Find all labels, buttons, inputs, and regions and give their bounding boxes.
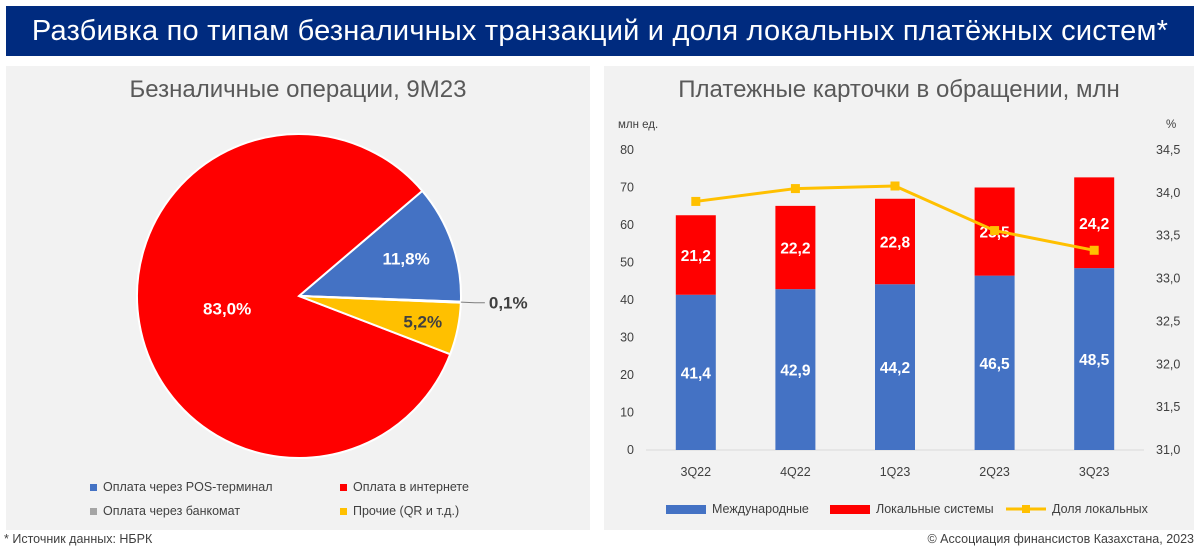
bar-local-1: [775, 205, 816, 290]
y-tick-right-0: 31,0: [1156, 443, 1180, 457]
pie-chart-title: Безналичные операции, 9М23: [129, 76, 467, 103]
bar-local-0: [675, 215, 716, 295]
line-point-0: [691, 196, 701, 206]
pie-slice-0: [296, 189, 462, 303]
pie-label-2: 5,2%: [403, 313, 442, 332]
page-title: Разбивка по типам безналичных транзакций…: [6, 6, 1194, 56]
bar-label-international-1: 42,9: [780, 363, 811, 380]
bar-label-local-1: 22,2: [780, 241, 810, 258]
legend-swatch-local: [830, 504, 870, 514]
y-axis-right-title: %: [1166, 119, 1176, 131]
y-tick-left-6: 60: [620, 218, 634, 232]
bar-chart: млн ед. % 0 10 20 30 40 50 60 70 80 31,0 31,5 32,0 32,…: [618, 119, 1180, 479]
y-tick-right-6: 34,0: [1156, 186, 1180, 200]
legend-label-atm: Оплата через банкомат: [103, 504, 241, 518]
pie-slice-1: [136, 133, 452, 459]
y-axis-left-title: млн ед.: [618, 119, 658, 131]
y-tick-right-2: 32,0: [1156, 357, 1180, 371]
legend-label-pos: Оплата через POS-терминал: [103, 480, 273, 494]
x-tick-3: 2Q23: [979, 465, 1010, 479]
x-tick-2: 1Q23: [880, 465, 911, 479]
source-note: * Источник данных: НБРК: [4, 532, 153, 546]
x-tick-0: 3Q22: [681, 465, 712, 479]
copyright-note: © Ассоциация финансистов Казахстана, 202…: [927, 532, 1194, 546]
bar-international-2: [875, 284, 915, 450]
y-tick-left-0: 0: [627, 443, 634, 457]
legend-item-share: Доля локальных: [1006, 502, 1148, 516]
y-tick-left-7: 70: [620, 181, 634, 195]
legend-swatch-international: [666, 504, 706, 514]
bar-international-3: [974, 275, 1015, 450]
y-tick-left-5: 50: [620, 256, 634, 270]
legend-swatch-atm: [90, 507, 97, 515]
legend-swatch-internet: [340, 483, 347, 491]
y-tick-right-5: 33,5: [1156, 229, 1180, 243]
legend-item-international: Международные: [666, 502, 809, 516]
legend-item-pos: Оплата через POS-терминал: [90, 480, 273, 494]
line-point-1: [790, 184, 800, 194]
bar-label-local-0: 21,2: [681, 248, 711, 265]
line-point-3: [990, 226, 1000, 236]
legend-label-internet: Оплата в интернете: [353, 480, 469, 494]
bar-label-international-0: 41,4: [681, 365, 712, 382]
pie-label-0: 11,8%: [382, 250, 429, 269]
y-tick-right-4: 33,0: [1156, 272, 1180, 286]
bar-label-international-3: 46,5: [980, 356, 1011, 373]
y-tick-left-8: 80: [620, 143, 634, 157]
legend-label-local: Локальные системы: [876, 502, 994, 516]
legend-label-share: Доля локальных: [1052, 502, 1148, 516]
pie-chart: 11,8% 83,0% 5,2% 0,1%: [136, 133, 528, 459]
bar-international-1: [775, 289, 816, 450]
legend-item-atm: Оплата через банкомат: [90, 504, 240, 518]
bar-international-0: [675, 294, 716, 450]
legend-swatch-other: [340, 507, 347, 515]
y-tick-right-1: 31,5: [1156, 400, 1180, 414]
legend-item-other: Прочие (QR и т.д.): [340, 504, 459, 518]
bar-label-local-4: 24,2: [1079, 216, 1109, 233]
legend-swatch-share: [1006, 505, 1046, 513]
y-tick-right-7: 34,5: [1156, 143, 1180, 157]
y-tick-left-2: 20: [620, 368, 634, 382]
y-tick-right-3: 32,5: [1156, 314, 1180, 328]
line-point-2: [890, 181, 900, 191]
x-tick-1: 4Q22: [780, 465, 811, 479]
bar-label-international-2: 44,2: [880, 360, 910, 377]
legend-item-internet: Оплата в интернете: [340, 480, 469, 494]
pie-chart-panel: Безналичные операции, 9М23 11,8% 83,0% 5,2…: [6, 66, 590, 530]
legend-item-local: Локальные системы: [830, 502, 994, 516]
bar-label-international-4: 48,5: [1079, 352, 1110, 369]
y-tick-left-1: 10: [620, 406, 634, 420]
y-tick-left-3: 30: [620, 331, 634, 345]
pie-leader-line: [460, 301, 485, 304]
pie-label-3: 0,1%: [489, 294, 528, 313]
bar-local-2: [875, 198, 915, 285]
x-tick-4: 3Q23: [1079, 465, 1110, 479]
line-point-4: [1089, 245, 1099, 255]
y-tick-left-4: 40: [620, 293, 634, 307]
legend-label-international: Международные: [712, 502, 809, 516]
legend-swatch-pos: [90, 483, 97, 491]
legend-label-other: Прочие (QR и т.д.): [353, 504, 460, 518]
bar-label-local-2: 22,8: [880, 235, 911, 252]
bar-international-4: [1074, 268, 1115, 450]
bar-chart-title: Платежные карточки в обращении, млн: [678, 76, 1120, 103]
pie-label-1: 83,0%: [203, 299, 251, 318]
bar-chart-panel: Платежные карточки в обращении, млн млн …: [604, 66, 1194, 530]
